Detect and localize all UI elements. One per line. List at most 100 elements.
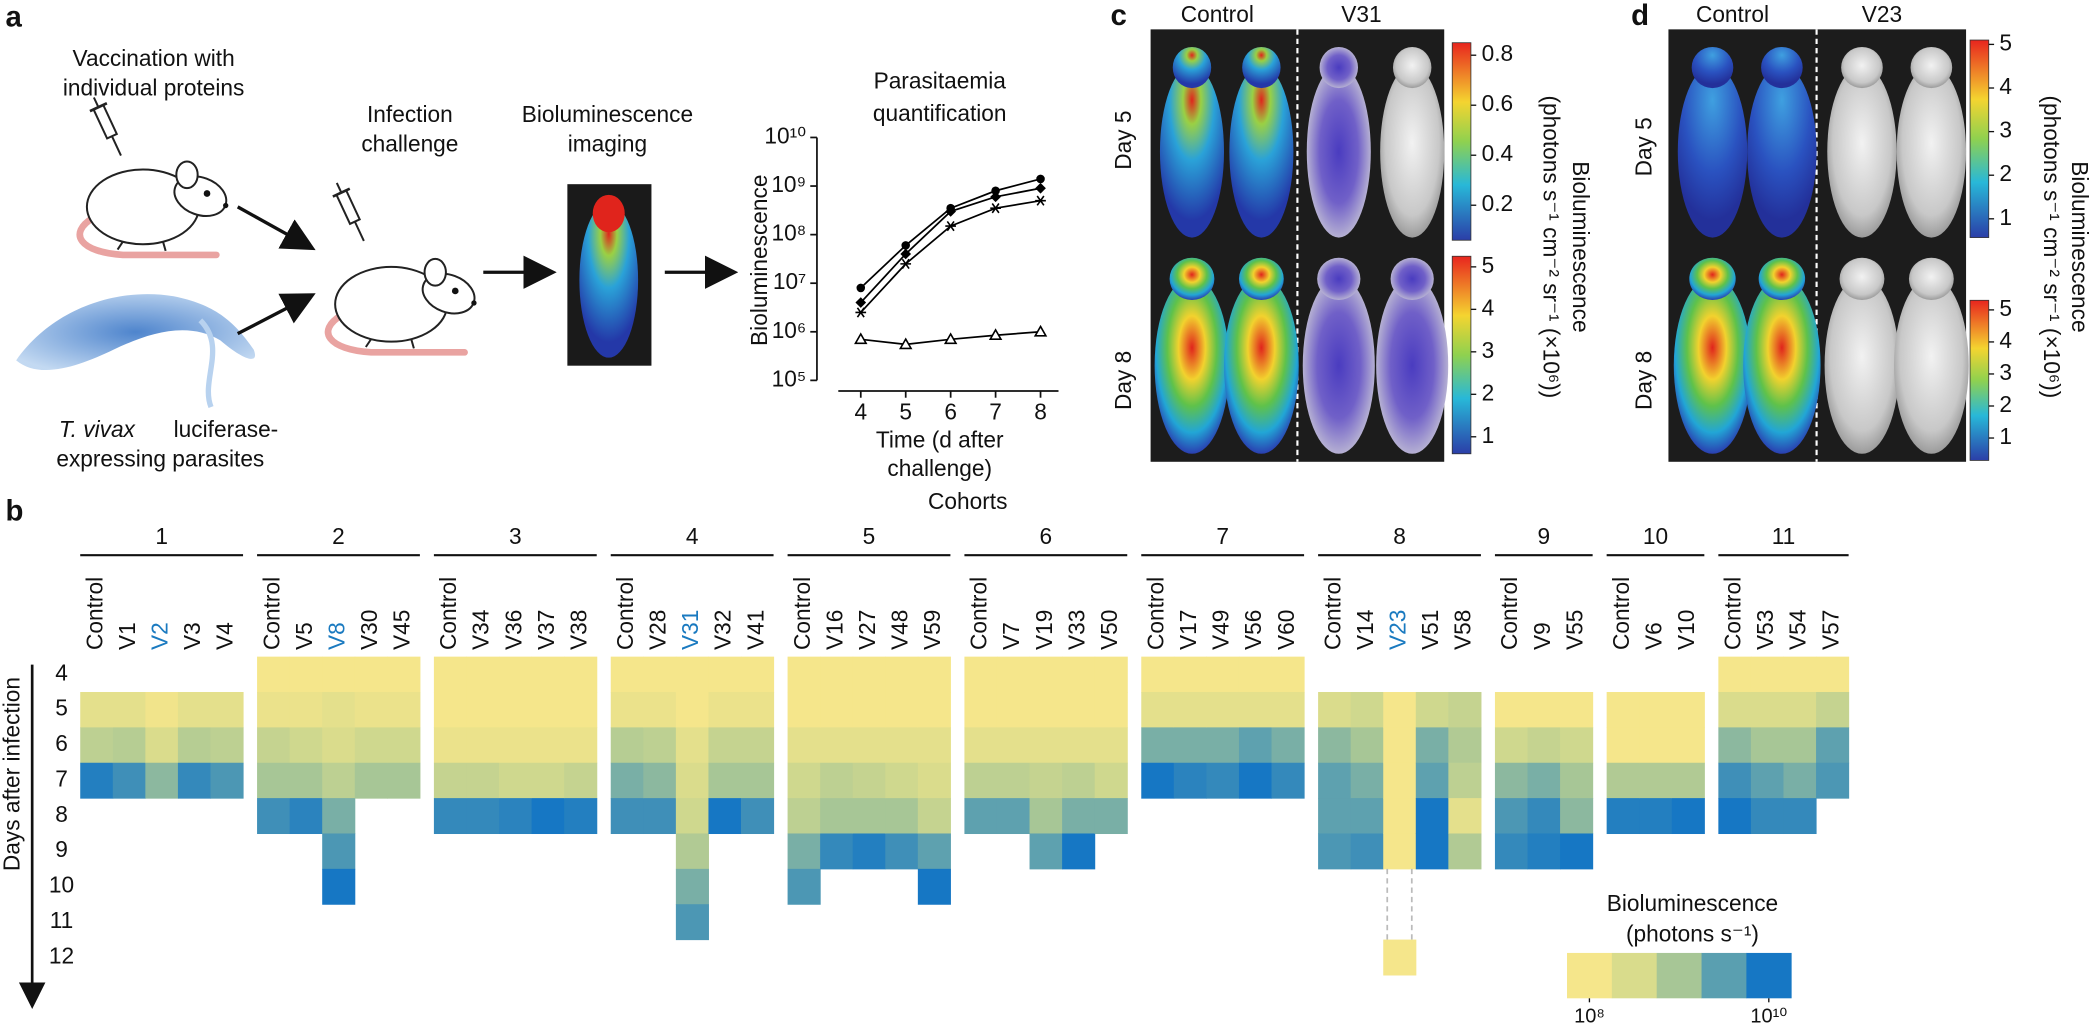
column-label: V6	[1640, 622, 1666, 650]
column-label: V9	[1529, 622, 1555, 650]
marker	[856, 283, 866, 293]
marker	[855, 297, 867, 308]
heatmap-cell	[1527, 833, 1561, 870]
heatmap-cell	[466, 798, 500, 835]
heatmap-cell	[675, 798, 709, 835]
marker	[855, 307, 867, 318]
heatmap-cell	[210, 762, 244, 799]
heatmap-cell	[1750, 762, 1785, 799]
heatmap-cell	[289, 692, 323, 728]
heatmap-cell	[787, 692, 821, 728]
column-label: V50	[1096, 610, 1122, 650]
heatmap-cell	[289, 762, 323, 799]
marker	[854, 332, 868, 345]
heatmap-cell	[675, 692, 709, 728]
heatmap-cell	[708, 727, 742, 764]
mouse-image	[1747, 65, 1817, 238]
heatmap-cell	[1783, 656, 1817, 693]
column-label: V45	[389, 610, 415, 650]
column-label: V16	[821, 610, 847, 650]
heatmap-cell	[1606, 727, 1640, 764]
y-tick-label: 6	[55, 730, 68, 756]
colorbar-swatch	[1567, 952, 1613, 999]
colorbar-tick-label: 5	[1999, 295, 2012, 321]
column-label: V32	[710, 610, 736, 650]
column-label: V49	[1208, 610, 1234, 650]
colorbar-title: Bioluminescence	[2067, 161, 2093, 332]
heatmap-cell	[322, 762, 356, 799]
mouse-image-head	[1691, 46, 1734, 89]
marker	[901, 241, 910, 250]
cohort-label: 7	[1216, 523, 1229, 549]
y-tick-label: 10⁶	[772, 317, 807, 343]
heatmap-cell	[1816, 692, 1850, 728]
heatmap-cell	[387, 762, 421, 799]
heatmap-cell	[1062, 833, 1096, 870]
heatmap-cell	[1671, 762, 1705, 799]
heatmap-cell	[1094, 656, 1128, 693]
mouse-image-head	[1758, 257, 1806, 301]
mouse-image	[1743, 276, 1821, 454]
column-label: V37	[533, 610, 559, 650]
heatmap-cell	[1271, 692, 1305, 728]
heatmap-cell	[1606, 692, 1640, 728]
heatmap-cell	[1639, 762, 1673, 799]
colorbar-tick-label: 5	[1999, 29, 2012, 55]
heatmap-cell	[1062, 798, 1096, 835]
panel-label: a	[5, 0, 22, 33]
column-label: V23	[1384, 610, 1410, 650]
arrow	[236, 293, 316, 336]
step-label: imaging	[568, 130, 647, 156]
heatmap-cell	[322, 798, 356, 835]
heatmap-cell	[964, 727, 998, 764]
heatmap-cell	[1062, 727, 1096, 764]
chart-title: quantification	[873, 100, 1007, 126]
column-label: V60	[1273, 610, 1299, 650]
heatmap-cell	[1718, 727, 1752, 764]
heatmap-cell	[322, 727, 356, 764]
heatmap-cell	[257, 656, 291, 693]
row-label: Day 5	[1631, 117, 1657, 176]
x-axis-label: Time (d after	[876, 427, 1004, 453]
marker	[990, 203, 1001, 214]
mouse-image	[1154, 276, 1230, 454]
heatmap-cell	[610, 692, 644, 728]
chart-title: Parasitaemia	[874, 68, 1007, 94]
heatmap-cell	[1448, 692, 1482, 728]
heatmap-cell	[1560, 798, 1594, 835]
heatmap-cell	[787, 762, 821, 799]
cohort-label: 6	[1040, 523, 1053, 549]
heatmap-cell	[852, 833, 886, 870]
heatmap-cell	[820, 727, 854, 764]
heatmap-cell	[145, 727, 179, 764]
heatmap-cell	[610, 727, 644, 764]
heatmap-cell	[210, 692, 244, 728]
heatmap-cell	[433, 798, 468, 835]
mouse-illustration	[80, 161, 232, 254]
heatmap-cell	[1238, 762, 1273, 799]
mouse-image-head	[1319, 46, 1359, 89]
heatmap-cell	[1783, 798, 1817, 835]
heatmap-cell	[1383, 798, 1417, 835]
heatmap-cell	[708, 656, 742, 693]
heatmap-cell	[177, 727, 212, 764]
y-tick-label: 10⁷	[773, 268, 806, 294]
heatmap-cell	[852, 727, 886, 764]
heatmap-cell	[1318, 692, 1352, 728]
column-label: Control	[258, 577, 284, 650]
cohort-label: 11	[1772, 523, 1796, 549]
heatmap-cell	[1783, 692, 1817, 728]
column-label: V31	[677, 610, 703, 650]
column-label: V56	[1240, 610, 1266, 650]
column-label: Control	[1720, 577, 1746, 650]
heatmap-cell	[1718, 798, 1752, 835]
heatmap-cell	[354, 656, 388, 693]
step-label: expressing parasites	[56, 445, 264, 471]
heatmap-cell	[1527, 798, 1561, 835]
colorbar-title: (photons s⁻¹ cm⁻² sr⁻¹ (×10⁶))	[1539, 95, 1565, 398]
colorbar	[1451, 42, 1472, 241]
heatmap-cell	[885, 656, 919, 693]
column-label: V51	[1417, 610, 1443, 650]
group-label: Control	[1181, 1, 1254, 27]
